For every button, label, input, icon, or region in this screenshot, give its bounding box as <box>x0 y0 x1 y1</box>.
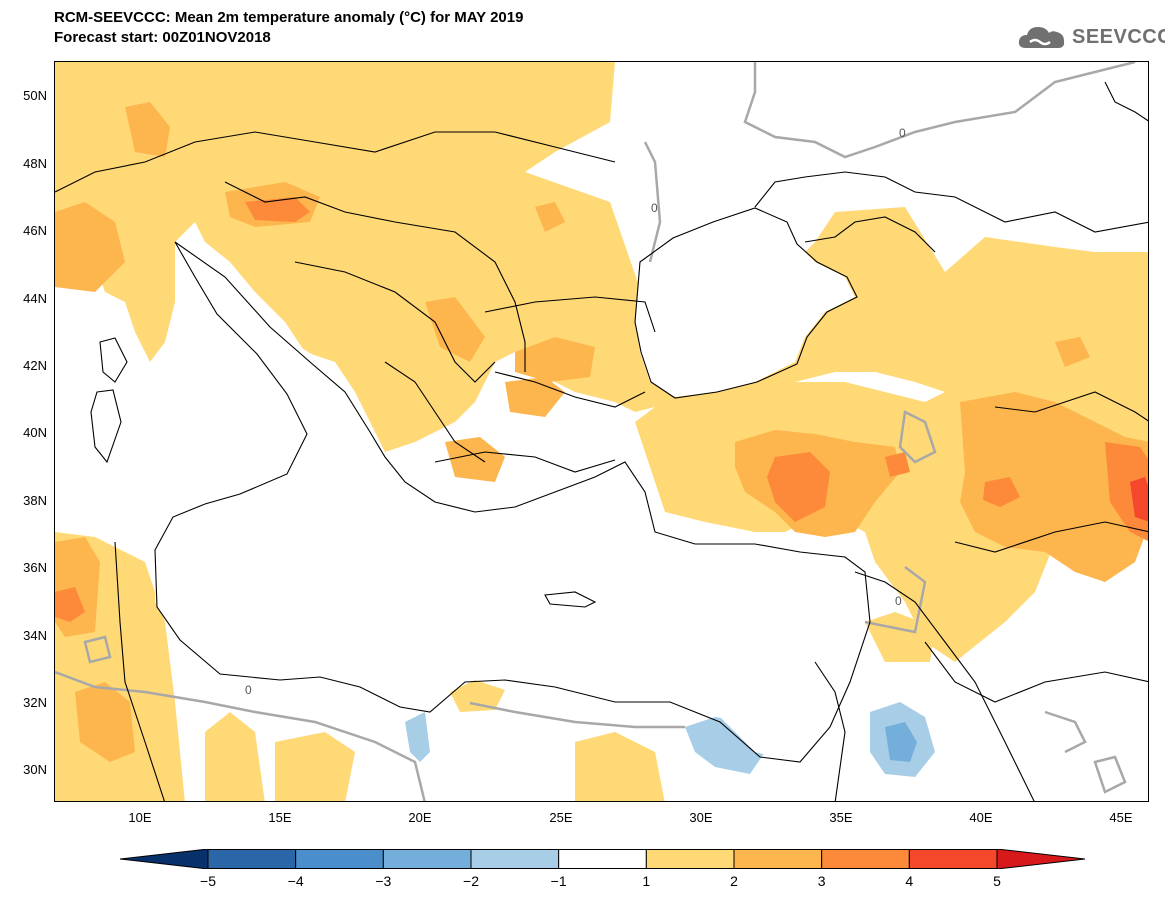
anomaly-field-2-3 <box>55 102 1148 762</box>
colorbar-cell <box>207 849 297 869</box>
lon-label: 10E <box>128 810 152 825</box>
colorbar-label: 4 <box>905 873 914 889</box>
contour-label: 0 <box>245 683 252 697</box>
colorbar-cell <box>558 849 647 869</box>
colorbar-label: −2 <box>463 873 479 889</box>
logo-text: SEEVCCC <box>1072 25 1165 48</box>
colorbar-cell <box>821 849 910 869</box>
colorbar <box>120 849 1085 869</box>
anomaly-map: 0 0 0 0 <box>54 61 1149 802</box>
lon-label: 15E <box>268 810 292 825</box>
colorbar-label: 2 <box>730 873 738 889</box>
colorbar-cell <box>645 849 735 869</box>
colorbar-label: −3 <box>375 873 392 889</box>
lon-label: 20E <box>408 810 432 825</box>
colorbar-label: 1 <box>642 873 651 889</box>
colorbar-cell <box>908 849 998 869</box>
colorbar-cell <box>382 849 472 869</box>
colorbar-label: 3 <box>817 873 826 889</box>
contour-label: 0 <box>651 201 658 215</box>
lon-label: 45E <box>1109 810 1133 825</box>
lon-label: 25E <box>549 810 573 825</box>
lat-label: 40N <box>23 425 47 440</box>
colorbar-label: −1 <box>550 873 567 889</box>
lat-label: 48N <box>23 156 47 171</box>
colorbar-max-arrow <box>996 849 1085 869</box>
coastlines-borders <box>55 81 1148 801</box>
lon-label: 30E <box>689 810 713 825</box>
colorbar-label: −5 <box>200 873 216 889</box>
lat-label: 30N <box>23 762 47 777</box>
lon-label: 35E <box>829 810 853 825</box>
contour-label: 0 <box>899 126 906 140</box>
cloud-logo-icon <box>1018 27 1065 48</box>
colorbar-label: 5 <box>993 873 1001 889</box>
chart-title: RCM-SEEVCCC: Mean 2m temperature anomaly… <box>54 9 524 26</box>
lat-label: 38N <box>23 493 47 508</box>
zero-contours <box>55 62 1136 801</box>
colorbar-cell <box>470 849 560 869</box>
colorbar-label: −4 <box>287 873 304 889</box>
seevccc-logo: SEEVCCC <box>1018 22 1165 52</box>
sea-areas <box>155 207 865 762</box>
colorbar-cell <box>733 849 823 869</box>
anomaly-field-3-4 <box>55 197 1148 622</box>
lat-label: 36N <box>23 560 47 575</box>
anomaly-field-neg-2-3 <box>885 722 917 762</box>
lat-label: 42N <box>23 358 47 373</box>
colorbar-min-arrow <box>120 849 209 869</box>
lon-label: 40E <box>969 810 993 825</box>
lat-label: 50N <box>23 88 47 103</box>
lat-label: 44N <box>23 291 47 306</box>
contour-label: 0 <box>895 594 902 608</box>
forecast-start-subtitle: Forecast start: 00Z01NOV2018 <box>54 29 271 46</box>
lat-label: 32N <box>23 695 47 710</box>
colorbar-cell <box>295 849 384 869</box>
lat-label: 34N <box>23 628 47 643</box>
lat-label: 46N <box>23 223 47 238</box>
anomaly-field-4-5 <box>1130 477 1148 522</box>
